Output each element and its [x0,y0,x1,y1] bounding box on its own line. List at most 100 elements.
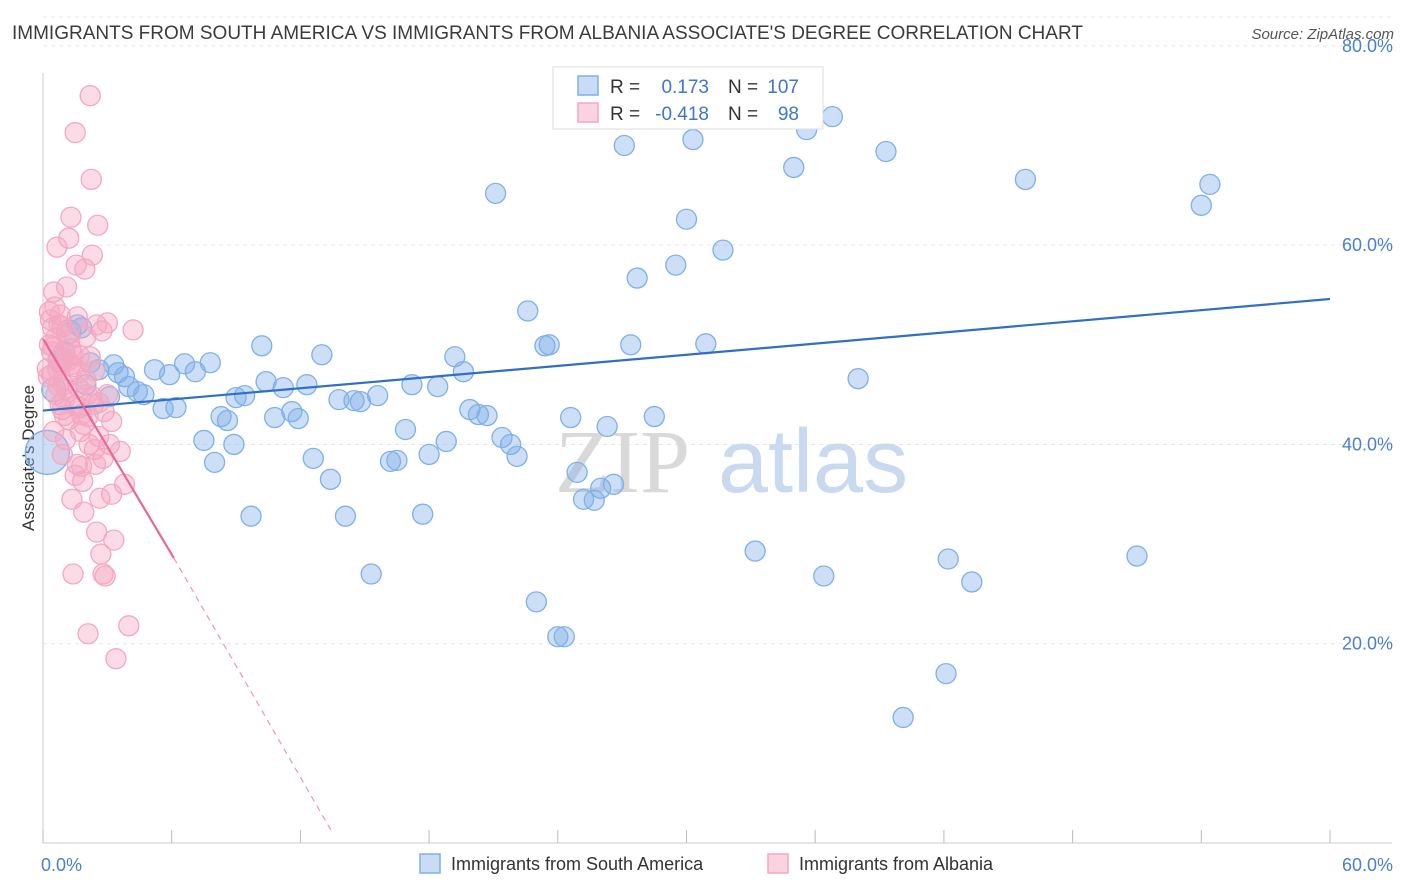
point-s1-58 [105,648,127,670]
point-s1-21 [60,206,82,228]
point-s0-69 [602,473,625,495]
point-s0-38 [360,563,382,585]
point-s0-93 [937,548,959,570]
point-s1-41 [81,244,103,266]
point-s0-70 [613,134,635,157]
point-s0-12 [133,383,155,406]
point-s0-29 [287,407,309,430]
trend-line-1 [42,338,175,559]
point-s0-23 [240,505,262,527]
point-s1-62 [122,319,144,341]
legend-swatch-south-america [419,853,441,874]
x-tick-label-0: 0.0% [41,855,82,875]
point-s1-39 [79,85,101,107]
point-s0-24 [251,335,273,357]
point-s1-93 [51,316,73,338]
y-tick-label-0: 20.0% [1342,634,1393,654]
point-s0-21 [223,433,245,456]
point-s0-105 [199,352,221,374]
point-s0-26 [264,406,286,429]
point-s1-25 [64,121,86,144]
point-s0-53 [484,182,507,205]
point-s1-72 [77,623,99,645]
watermark-atlas: atlas [718,412,908,512]
point-s0-17 [193,429,215,452]
point-s0-98 [1199,173,1221,196]
point-s0-40 [379,450,402,473]
trend-line-dashed-1 [173,557,334,834]
point-s1-40 [80,168,102,191]
point-s1-17 [55,276,78,298]
point-s0-15 [158,364,181,386]
point-s1-48 [89,487,111,509]
chart-source: Source: ZipAtlas.com [1251,26,1394,43]
series-legend: Immigrants from South America Immigrants… [419,853,994,874]
point-s0-103 [173,353,196,375]
x-tick-label-1: 60.0% [1342,855,1393,875]
point-s0-55 [499,433,522,456]
stats-r-label-2: R = [610,104,640,125]
point-s1-64 [43,420,65,443]
stats-n-value-1: 107 [767,77,799,98]
point-s1-61 [118,615,140,637]
point-s0-33 [319,468,342,490]
stats-n-value-2: 98 [778,104,799,125]
trend-line-0 [42,297,1331,412]
y-tick-label-2: 60.0% [1342,235,1393,255]
point-s0-67 [590,477,612,499]
point-s0-89 [847,368,869,390]
point-s0-37 [349,390,372,413]
point-s0-46 [427,376,449,398]
point-s0-39 [366,384,389,407]
point-s0-64 [566,461,588,483]
point-s0-76 [665,254,687,276]
point-s0-20 [216,409,239,432]
point-s1-23 [62,563,84,585]
y-axis-label: Associate's Degree [19,385,38,531]
point-s0-62 [553,626,575,648]
point-s1-83 [75,369,97,391]
point-s0-36 [343,389,365,412]
point-s0-16 [165,396,187,419]
point-s0-91 [892,706,914,729]
point-s0-49 [452,361,475,383]
point-s0-58 [525,591,547,613]
point-s0-87 [813,565,835,587]
point-s1-57 [103,529,125,551]
point-s0-66 [583,489,605,511]
point-s1-79 [58,227,80,249]
point-s1-46 [87,214,109,236]
point-s1-86 [88,391,110,414]
trend-lines [42,297,1331,834]
point-s1-55 [98,433,121,456]
point-s0-65 [572,488,595,510]
point-s0-88 [821,105,844,128]
stats-r-label-1: R = [610,77,640,98]
point-s0-35 [334,505,357,527]
point-s0-32 [311,344,333,366]
point-s1-81 [66,453,88,476]
point-s0-51 [467,403,490,426]
point-s0-27 [272,377,294,399]
point-s0-71 [620,334,642,356]
point-s0-95 [1014,168,1037,191]
point-s0-56 [506,445,528,468]
point-s0-47 [435,430,457,453]
point-s0-96 [1126,545,1148,567]
stats-r-value-2: -0.418 [655,104,709,125]
point-s0-78 [682,128,704,151]
point-s1-97 [68,345,91,367]
point-s0-94 [961,571,983,593]
point-s1-53 [94,565,116,587]
point-s0-81 [712,239,734,261]
point-s0-57 [517,300,539,322]
point-s0-31 [302,447,324,470]
point-s0-44 [412,503,434,525]
point-s1-92 [47,359,69,381]
point-s1-74 [85,314,108,336]
stats-r-value-1: 0.173 [661,77,709,98]
x-ticks [42,830,1331,843]
point-s0-79 [695,333,717,355]
stats-swatch-south-america [577,75,599,96]
